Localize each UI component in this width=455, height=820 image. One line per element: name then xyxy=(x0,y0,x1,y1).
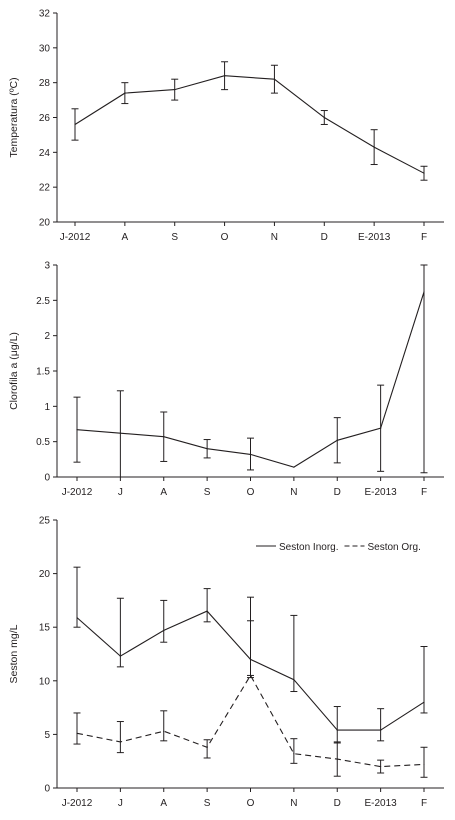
data-point xyxy=(163,436,165,438)
legend-label: Seston Inorg. xyxy=(279,542,338,553)
data-point xyxy=(273,78,276,80)
y-tick-label: 26 xyxy=(39,113,51,124)
x-tick-label: E-2013 xyxy=(365,487,398,498)
x-tick-label: S xyxy=(204,798,211,809)
y-tick-label: 10 xyxy=(39,676,51,687)
data-point xyxy=(323,116,325,119)
y-tick-label: 24 xyxy=(39,148,51,159)
y-tick-label: 1.5 xyxy=(36,367,50,378)
data-point xyxy=(206,746,208,748)
x-tick-label: N xyxy=(271,232,278,243)
x-tick-label: D xyxy=(334,798,341,809)
x-tick-label: D xyxy=(334,487,341,498)
y-tick-label: 32 xyxy=(39,9,51,20)
legend: Seston Inorg. Seston Org. xyxy=(256,542,421,553)
y-axis-label: Clorofila a (μg/L) xyxy=(8,332,20,410)
y-tick-label: 0 xyxy=(44,784,50,795)
data-point xyxy=(336,758,338,760)
x-tick-label: J xyxy=(118,487,123,498)
chart-panel-3: 0 5 10 15 20 25 Seston mg/L J-2012 J A S O N D E-2013 F… xyxy=(8,516,444,809)
data-point xyxy=(76,429,78,431)
x-tick-label: S xyxy=(171,232,178,243)
x-tick-label: E-2013 xyxy=(358,232,391,243)
y-tick-label: 3 xyxy=(44,261,50,272)
data-point xyxy=(336,439,338,441)
data-point xyxy=(380,729,382,731)
data-point xyxy=(423,763,425,766)
data-point xyxy=(76,732,78,734)
y-tick-label: 5 xyxy=(44,730,50,741)
legend-label: Seston Org. xyxy=(367,542,420,553)
x-tick-label: N xyxy=(290,487,297,498)
data-point xyxy=(249,453,252,455)
data-point xyxy=(74,123,76,126)
x-tick-label: E-2013 xyxy=(365,798,398,809)
x-tick-label: A xyxy=(160,798,167,809)
x-tick-label: O xyxy=(247,487,255,498)
x-tick-label: J-2012 xyxy=(62,487,93,498)
data-point xyxy=(119,655,121,657)
y-tick-label: 0.5 xyxy=(36,437,50,448)
data-point xyxy=(293,679,295,681)
y-tick-label: 0 xyxy=(44,473,50,484)
data-point xyxy=(119,432,121,434)
data-point xyxy=(163,730,165,732)
data-point xyxy=(423,291,425,293)
data-point xyxy=(249,674,252,677)
chart-panel-2: 0 0.5 1 1.5 2 2.5 3 Clorofila a (μg/L) J-2012 J A S… xyxy=(8,261,444,498)
y-tick-label: 25 xyxy=(39,516,51,527)
data-point xyxy=(423,701,425,703)
data-point xyxy=(293,466,295,468)
y-tick-label: 1 xyxy=(44,402,50,413)
data-point xyxy=(293,753,295,755)
y-tick-label: 30 xyxy=(39,43,51,54)
y-tick-label: 28 xyxy=(39,78,51,89)
data-point xyxy=(124,92,126,94)
x-tick-label: O xyxy=(221,232,229,243)
x-tick-label: N xyxy=(290,798,297,809)
series-1 xyxy=(71,61,428,181)
x-tick-label: F xyxy=(421,232,427,243)
data-point xyxy=(380,765,382,768)
data-point xyxy=(76,616,78,619)
y-tick-label: 15 xyxy=(39,623,51,634)
x-tick-label: O xyxy=(247,798,255,809)
data-point xyxy=(206,610,208,612)
data-point xyxy=(163,629,165,632)
x-tick-label: J xyxy=(118,798,123,809)
x-tick-label: A xyxy=(122,232,129,243)
y-tick-label: 22 xyxy=(39,183,51,194)
x-tick-label: A xyxy=(160,487,167,498)
y-tick-label: 20 xyxy=(39,218,51,229)
x-tick-label: S xyxy=(204,487,211,498)
x-tick-label: J-2012 xyxy=(62,798,93,809)
y-tick-label: 2 xyxy=(44,331,50,342)
series-2 xyxy=(73,620,428,778)
data-point xyxy=(119,741,121,743)
data-point xyxy=(423,172,425,174)
data-point xyxy=(174,89,176,91)
series-line xyxy=(76,674,425,768)
x-tick-label: F xyxy=(421,487,427,498)
data-point xyxy=(380,427,382,429)
data-point xyxy=(206,448,208,450)
series-line xyxy=(74,75,425,174)
y-axis-label: Seston mg/L xyxy=(8,624,20,683)
data-point xyxy=(336,729,338,731)
x-tick-label: F xyxy=(421,798,427,809)
y-tick-label: 20 xyxy=(39,569,51,580)
chart-panel-1: 20 22 24 26 28 30 32 Temperatura (ºC) J-2012 A S O N… xyxy=(8,9,444,243)
y-axis-label: Temperatura (ºC) xyxy=(8,77,20,157)
data-point xyxy=(373,146,375,148)
x-tick-label: J-2012 xyxy=(60,232,91,243)
data-point xyxy=(223,75,226,77)
x-tick-label: D xyxy=(321,232,328,243)
series-1 xyxy=(73,264,428,478)
y-tick-label: 2.5 xyxy=(36,296,50,307)
